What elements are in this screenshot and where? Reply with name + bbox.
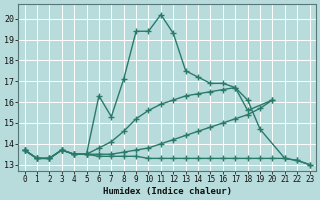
X-axis label: Humidex (Indice chaleur): Humidex (Indice chaleur) [103, 187, 232, 196]
